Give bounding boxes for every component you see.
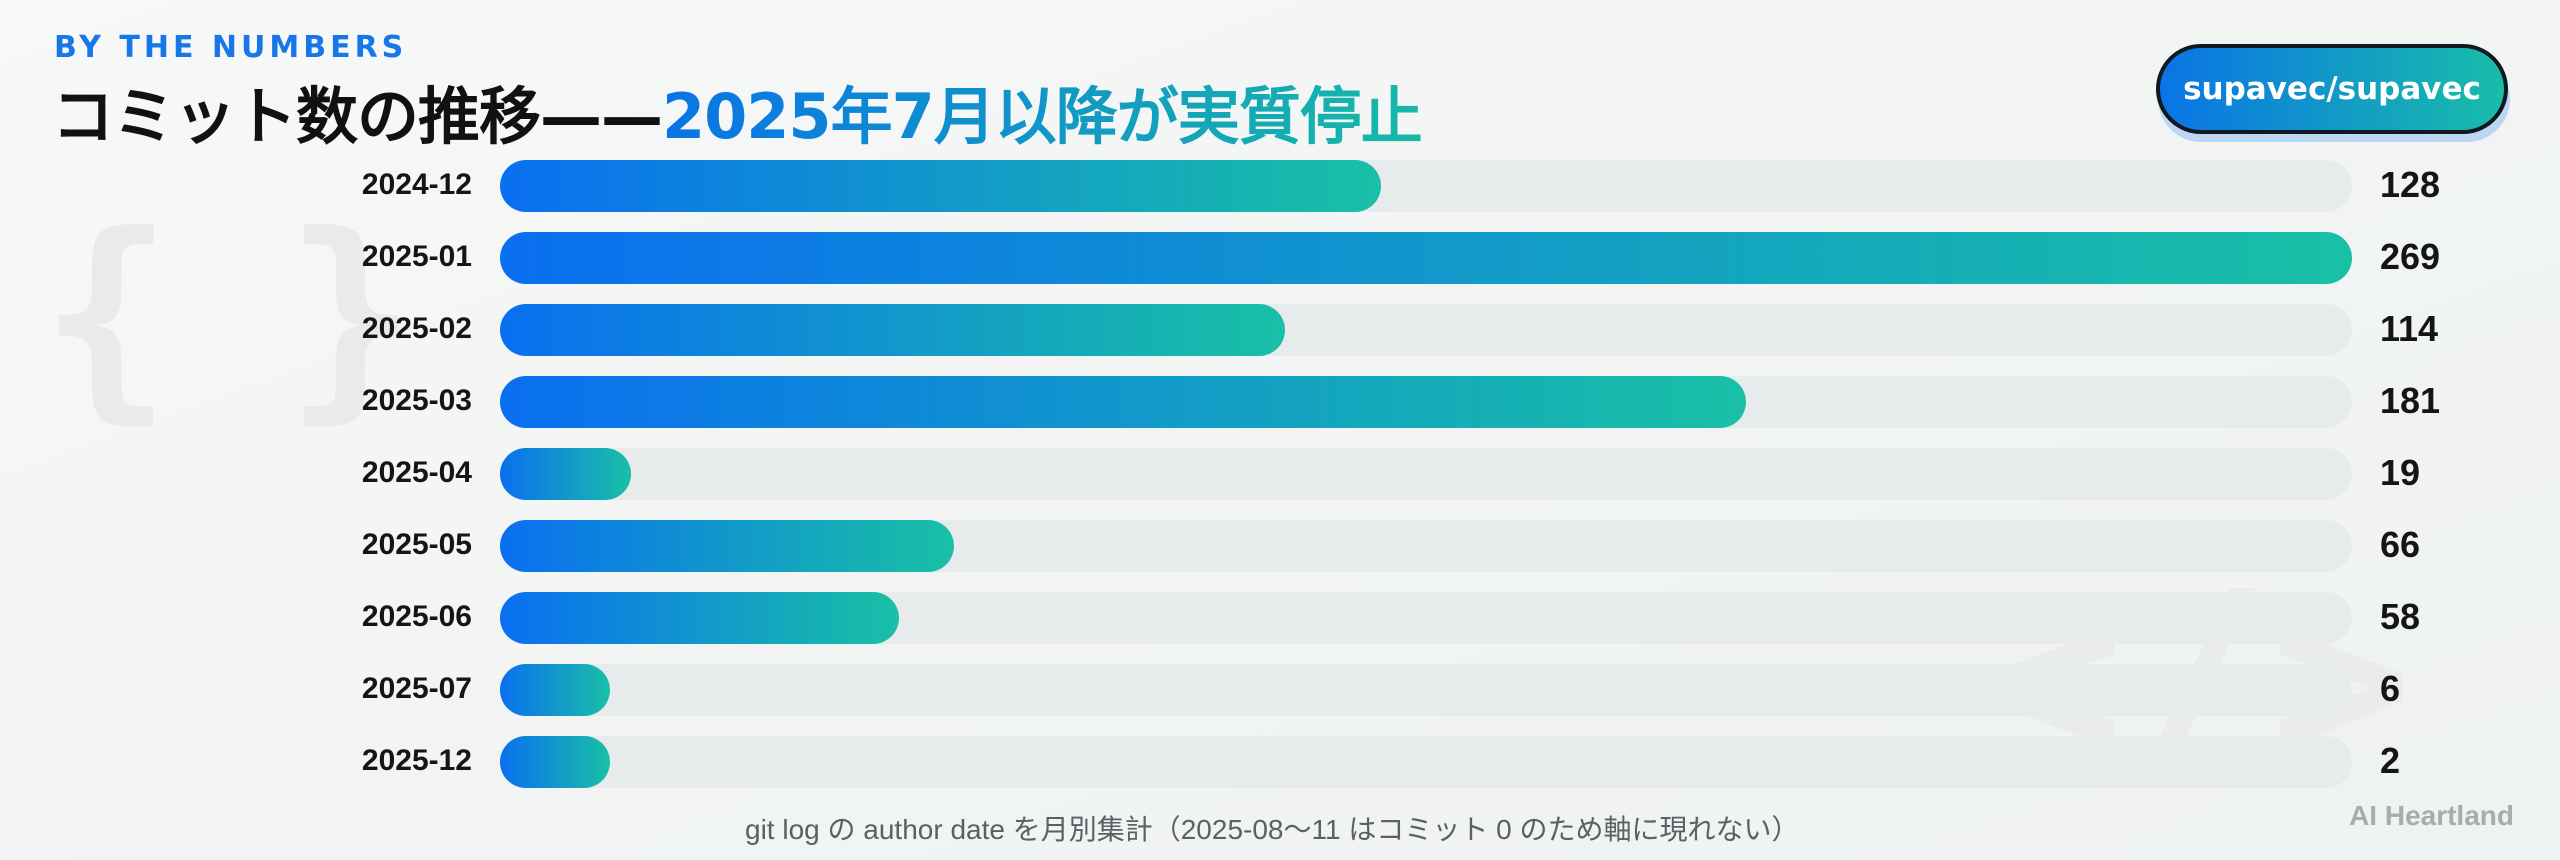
category-label: 2025-12	[361, 744, 472, 777]
bar-track	[500, 664, 2352, 716]
bar	[500, 520, 955, 572]
bar	[500, 376, 1747, 428]
bar	[500, 448, 631, 500]
value-label: 6	[2380, 668, 2401, 709]
value-label: 66	[2380, 524, 2421, 565]
category-label: 2025-05	[361, 528, 472, 561]
category-label: 2024-12	[361, 168, 472, 201]
bar	[500, 592, 900, 644]
bar	[500, 736, 610, 788]
category-label: 2025-06	[361, 600, 472, 633]
decorative-braces-icon: { }	[40, 187, 417, 443]
chart-footnote: git log の author date を月別集計（2025-08〜11 は…	[745, 814, 1800, 845]
bar-track	[500, 736, 2352, 788]
page-title: コミット数の推移——2025年7月以降が実質停止	[52, 66, 1423, 156]
title-accent: 2025年7月以降が実質停止	[662, 80, 1423, 153]
repo-badge-container: supavec/supavec	[2156, 44, 2510, 142]
bar-track	[500, 448, 2352, 500]
bar	[500, 664, 610, 716]
value-label: 181	[2380, 380, 2441, 421]
category-label: 2025-02	[361, 312, 472, 345]
bar	[500, 160, 1382, 212]
category-label: 2025-03	[361, 384, 472, 417]
bar	[500, 232, 2352, 284]
value-label: 58	[2380, 596, 2421, 637]
category-label: 2025-04	[361, 456, 472, 489]
value-label: 19	[2380, 452, 2421, 493]
value-label: 114	[2380, 308, 2439, 349]
category-label: 2025-07	[361, 672, 472, 705]
eyebrow-label: BY THE NUMBERS	[54, 30, 408, 65]
brand-logo-text: AI Heartland	[2349, 800, 2514, 831]
title-main: コミット数の推移——	[52, 80, 663, 153]
repo-badge: supavec/supavec	[2156, 44, 2508, 134]
value-label: 269	[2380, 236, 2441, 277]
value-label: 128	[2380, 164, 2441, 205]
value-label: 2	[2380, 740, 2401, 781]
category-label: 2025-01	[361, 240, 472, 273]
bar	[500, 304, 1285, 356]
